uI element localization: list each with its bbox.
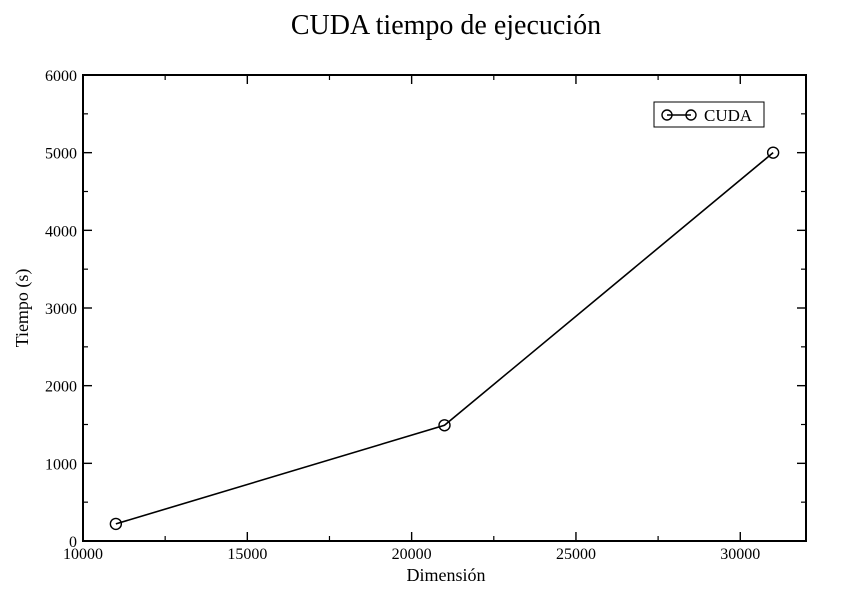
- x-tick-label: 20000: [392, 546, 432, 563]
- y-tick-label: 4000: [45, 223, 77, 240]
- series-line-cuda: [115, 152, 774, 525]
- y-axis-ticks: 0 1000 2000 3000 4000 5000 6000: [45, 68, 806, 551]
- y-tick-label: 3000: [45, 301, 77, 318]
- y-tick-label: 6000: [45, 68, 77, 85]
- y-tick-label: 2000: [45, 379, 77, 396]
- data-point: [109, 517, 123, 531]
- legend-marker-icon: [661, 109, 673, 121]
- x-tick-label: 25000: [556, 546, 596, 563]
- y-axis-label: Tiempo (s): [12, 269, 33, 348]
- data-point: [766, 146, 780, 159]
- data-point: [438, 419, 451, 432]
- chart-title: CUDA tiempo de ejecución: [291, 10, 601, 41]
- legend-label-cuda: CUDA: [704, 106, 753, 125]
- y-tick-label: 1000: [45, 456, 77, 473]
- legend: CUDA: [653, 101, 765, 128]
- x-tick-label: 15000: [227, 546, 267, 563]
- x-tick-label: 30000: [720, 546, 760, 563]
- x-axis-ticks: 10000 15000 20000 25000 30000: [63, 75, 760, 563]
- plot-frame: [82, 74, 807, 542]
- y-tick-label: 0: [69, 534, 77, 551]
- y-tick-label: 5000: [45, 146, 77, 163]
- series-layer: [109, 146, 780, 531]
- x-axis-label: Dimensión: [407, 565, 486, 585]
- legend-marker-icon: [685, 109, 697, 121]
- x-tick-label: 10000: [63, 546, 103, 563]
